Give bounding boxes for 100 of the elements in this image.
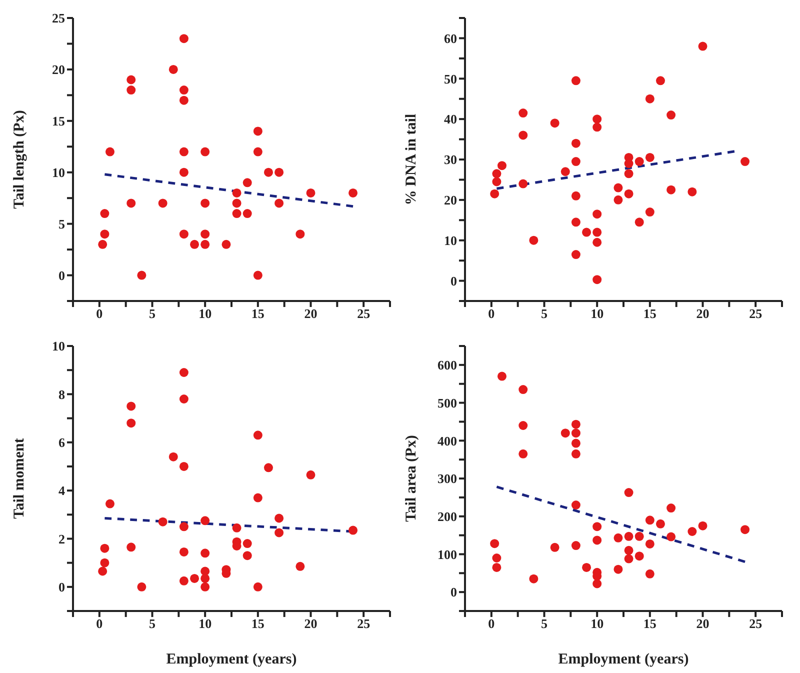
- point: [296, 562, 305, 571]
- point: [656, 76, 665, 86]
- point: [222, 240, 231, 249]
- y-tick-label: 400: [438, 433, 457, 448]
- y-tick-label: 25: [52, 10, 66, 26]
- point: [242, 551, 252, 560]
- point: [592, 114, 602, 124]
- point: [200, 582, 210, 592]
- point: [232, 523, 242, 532]
- point: [571, 541, 580, 550]
- point: [634, 532, 644, 541]
- point: [656, 519, 665, 528]
- point: [126, 75, 136, 84]
- point: [179, 576, 188, 586]
- point: [274, 528, 284, 538]
- point: [105, 147, 114, 156]
- point: [348, 188, 358, 198]
- x-tick-label: 10: [590, 306, 604, 322]
- y-tick-label: 6: [58, 434, 66, 450]
- point: [492, 169, 502, 178]
- point: [614, 533, 623, 542]
- point: [624, 554, 634, 564]
- x-tick-label: 15: [251, 616, 265, 632]
- point: [624, 189, 634, 198]
- point: [126, 542, 136, 552]
- point: [274, 168, 284, 177]
- y-tick-label: 5: [58, 216, 66, 232]
- y-tick-label: 4: [58, 483, 66, 498]
- x-tick-label: 25: [357, 616, 371, 632]
- point: [179, 96, 188, 105]
- point: [200, 147, 210, 156]
- point: [168, 64, 178, 74]
- point: [560, 167, 570, 176]
- x-tick-label: 10: [590, 616, 604, 632]
- point: [100, 544, 110, 553]
- point: [497, 161, 506, 170]
- point: [645, 152, 654, 162]
- point: [179, 522, 188, 532]
- point: [592, 536, 602, 545]
- point: [179, 394, 188, 404]
- point: [492, 554, 502, 562]
- y-tick-label: 20: [444, 192, 457, 208]
- point: [274, 514, 284, 523]
- point: [614, 183, 623, 192]
- y-tick-label: 300: [438, 471, 457, 486]
- point: [518, 179, 528, 188]
- point: [100, 209, 110, 218]
- point: [698, 521, 708, 530]
- point: [168, 452, 178, 462]
- point: [179, 86, 188, 95]
- y-tick-label: 0: [450, 584, 457, 600]
- x-tick-label: 0: [488, 616, 495, 632]
- y-axis-title: % DNA in tail: [403, 114, 420, 206]
- point: [492, 562, 502, 572]
- x-tick-label: 0: [488, 306, 495, 322]
- point: [740, 525, 750, 534]
- point: [634, 218, 644, 227]
- point: [634, 157, 644, 166]
- point: [242, 178, 252, 188]
- point: [571, 428, 580, 438]
- point: [571, 449, 580, 458]
- point: [624, 488, 634, 498]
- point: [253, 126, 262, 136]
- x-tick-label: 25: [749, 616, 763, 632]
- point: [348, 526, 358, 535]
- point: [571, 76, 580, 86]
- x-tick-label: 20: [304, 306, 318, 322]
- x-tick-label: 5: [149, 306, 156, 322]
- point: [518, 385, 528, 394]
- point: [232, 198, 242, 208]
- y-axis-title: Tail area (Px): [403, 435, 420, 522]
- point: [571, 191, 580, 200]
- point: [518, 108, 528, 118]
- x-tick-label: 15: [251, 306, 265, 322]
- point: [98, 566, 108, 576]
- point: [179, 168, 188, 177]
- point: [242, 539, 252, 548]
- point: [634, 552, 644, 561]
- y-tick-label: 600: [438, 358, 457, 373]
- point: [200, 574, 210, 583]
- point: [592, 122, 602, 132]
- y-tick-label: 200: [438, 508, 457, 524]
- y-tick-label: 50: [444, 71, 457, 86]
- point: [253, 147, 262, 156]
- point: [688, 527, 697, 536]
- x-tick-label: 10: [198, 616, 212, 632]
- x-tick-label: 10: [198, 306, 212, 322]
- point: [666, 185, 676, 194]
- point: [571, 420, 580, 429]
- x-tick-label: 15: [643, 616, 657, 632]
- point: [624, 532, 634, 541]
- point: [490, 539, 500, 548]
- point: [492, 177, 502, 186]
- point: [253, 430, 262, 440]
- point: [296, 230, 305, 239]
- point: [518, 130, 528, 140]
- point: [645, 516, 654, 525]
- point: [264, 168, 273, 177]
- point: [592, 238, 602, 247]
- point: [100, 230, 110, 239]
